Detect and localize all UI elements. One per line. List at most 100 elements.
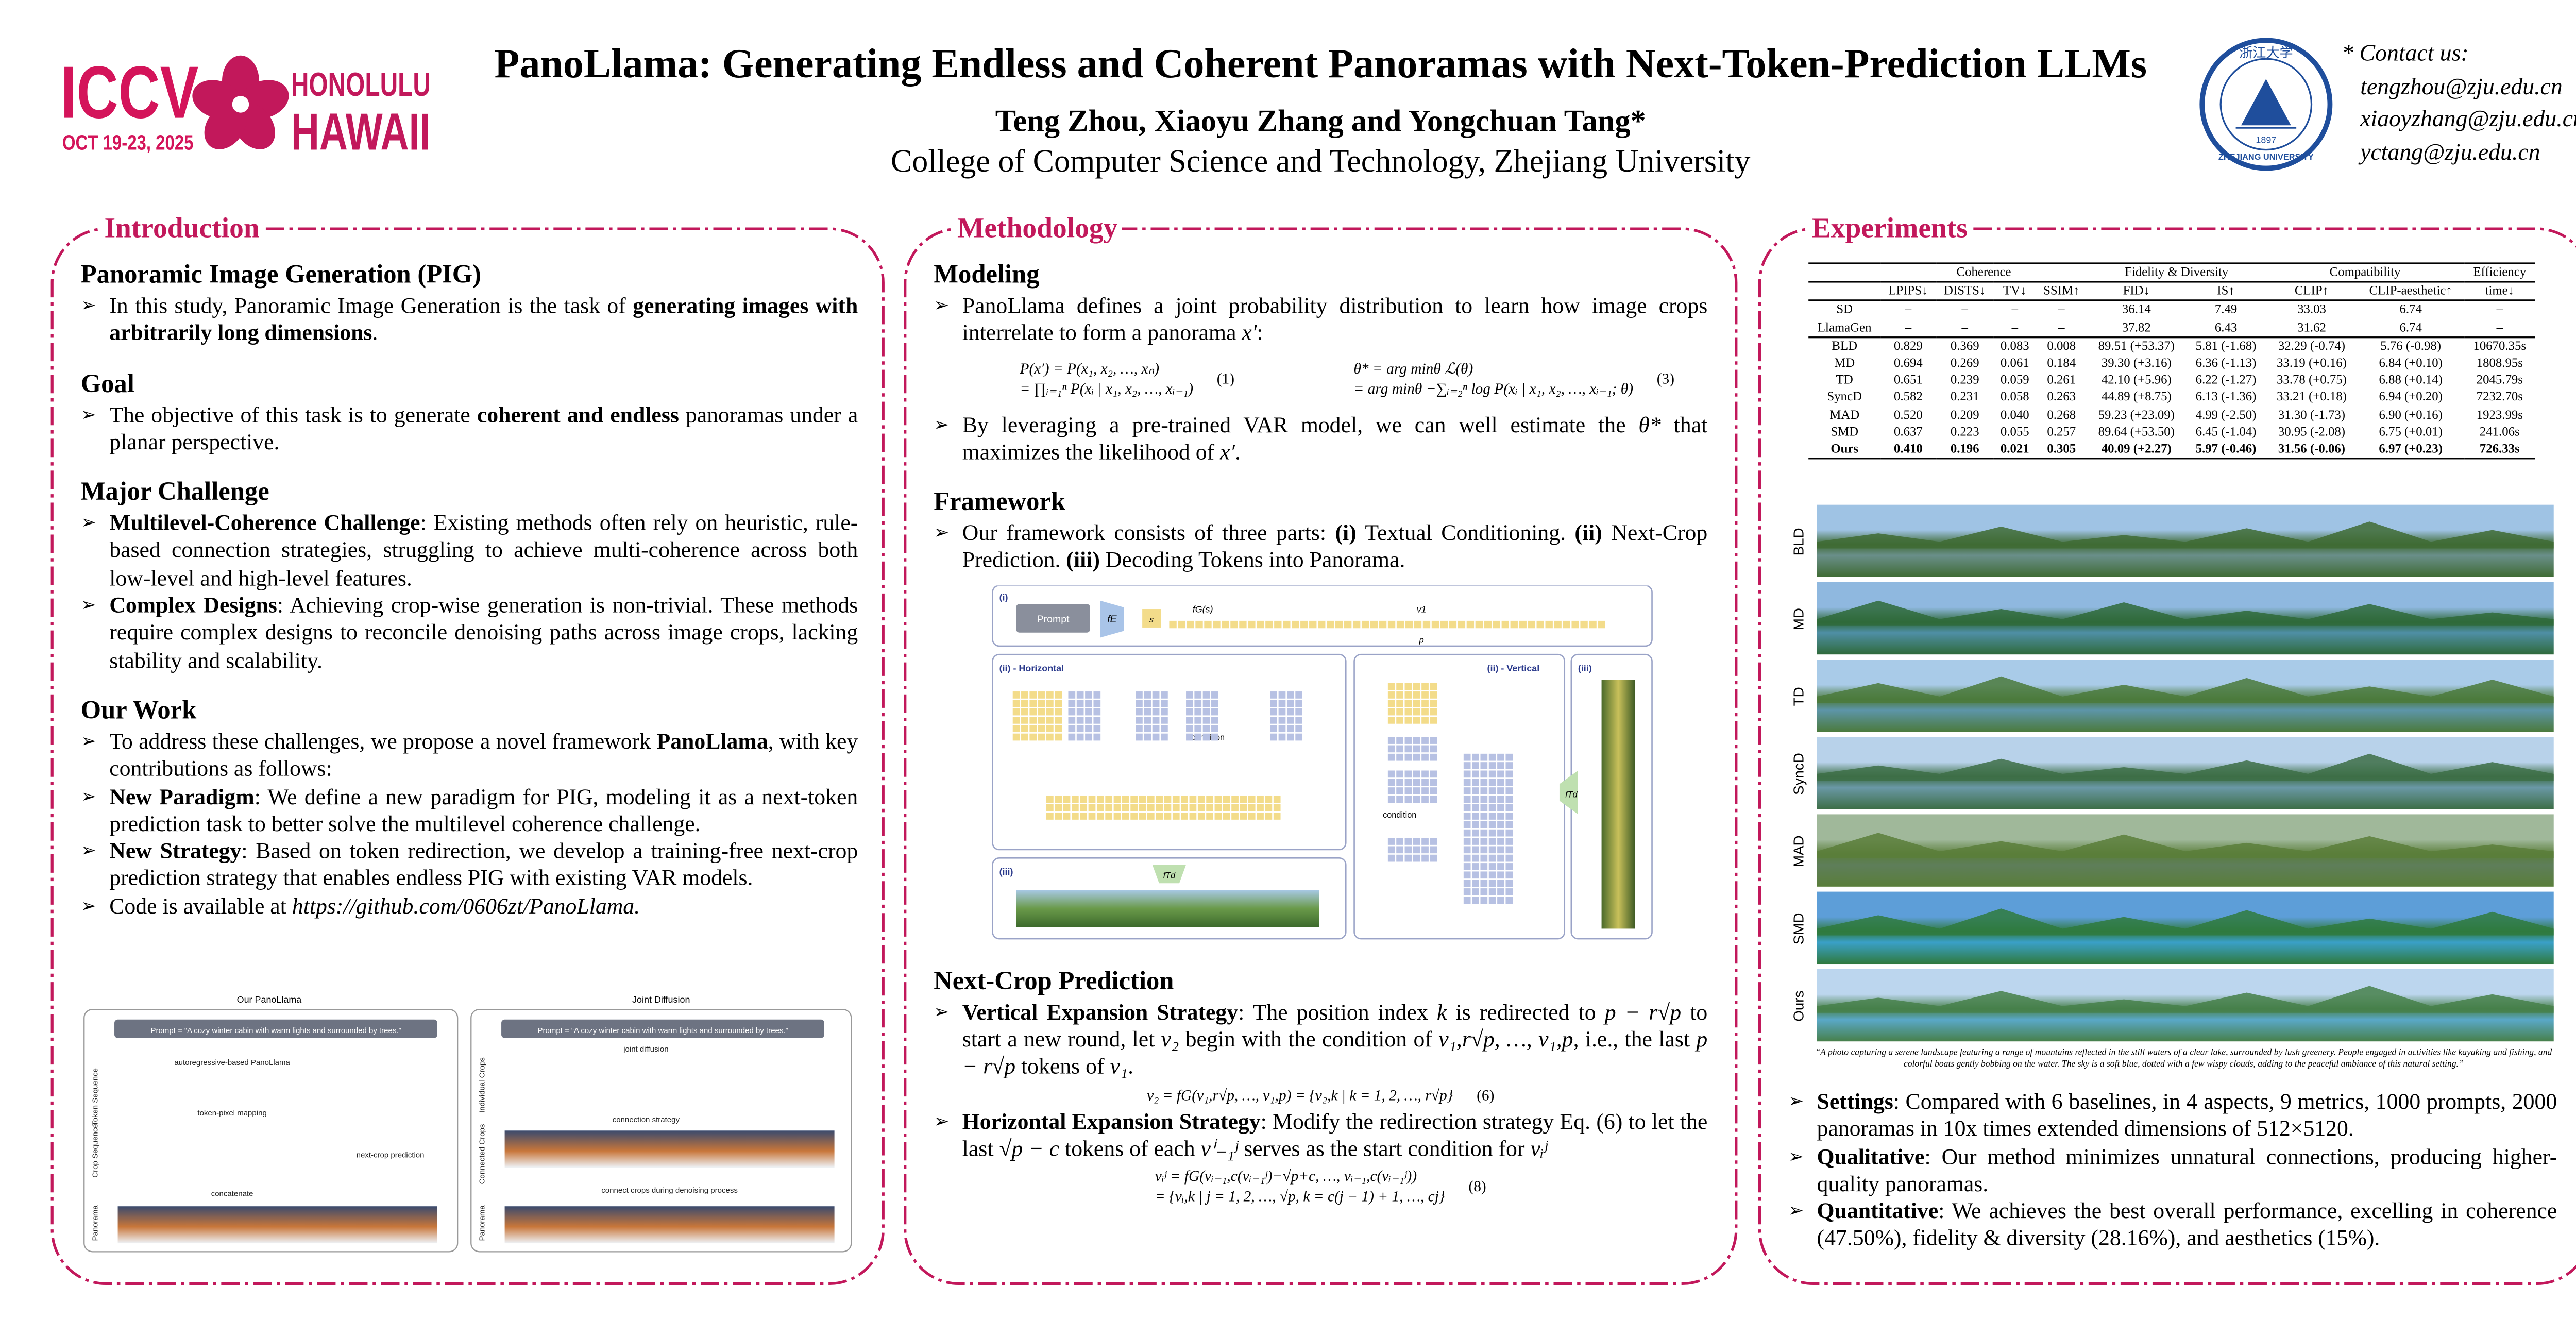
token — [1472, 896, 1479, 904]
token — [1413, 837, 1420, 845]
equation: v₂ = fG(v₁,r√p, …, v₁,p) = {v₂,k | k = 1… — [934, 1085, 1707, 1105]
token — [1361, 620, 1369, 628]
token — [1404, 854, 1412, 861]
token — [1136, 724, 1143, 732]
token — [1379, 620, 1387, 628]
token — [1414, 620, 1422, 628]
table-cell: 0.261 — [2047, 372, 2076, 387]
token — [1286, 699, 1294, 707]
text-run: , i.e., the last — [1573, 1026, 1697, 1052]
subsection: Modeling PanoLlama defines a joint probab… — [934, 261, 1707, 466]
text-run: Our framework consists of three parts: — [962, 520, 1335, 546]
bold-text: Horizontal Expansion Strategy — [962, 1108, 1261, 1134]
table-cell: 0.637 — [1894, 424, 1923, 439]
token — [1488, 753, 1496, 760]
token — [1278, 691, 1286, 699]
token — [1265, 620, 1273, 628]
token — [1480, 829, 1488, 836]
token — [1497, 837, 1504, 845]
token — [1274, 620, 1282, 628]
table-cell: 33.78 (+0.75) — [2277, 372, 2347, 387]
token — [1396, 770, 1403, 777]
table-cell: 7.49 — [2214, 301, 2238, 317]
token — [1012, 707, 1020, 715]
token — [1387, 837, 1395, 845]
token — [1046, 812, 1054, 820]
token — [1197, 812, 1205, 820]
italic-text: vᵢʲ — [1530, 1135, 1548, 1161]
token — [1152, 716, 1160, 724]
token — [1029, 691, 1037, 699]
token — [1012, 691, 1020, 699]
row-label: Token Sequence — [91, 1068, 99, 1126]
token — [1396, 716, 1403, 724]
token — [1344, 620, 1352, 628]
token — [1505, 888, 1513, 895]
token — [1472, 804, 1479, 811]
table-cell: 89.64 (+53.50) — [2098, 424, 2175, 439]
equation-line: v₂ = fG(v₁,r√p, …, v₁,p) = {v₂,k | k = 1… — [1147, 1086, 1453, 1103]
bullet: Horizontal Expansion Strategy: Modify th… — [934, 1108, 1707, 1163]
token — [1105, 812, 1113, 820]
token — [1472, 863, 1479, 870]
zju-name-cn: 浙江大学 — [2239, 45, 2293, 60]
table-cell: 0.083 — [2000, 337, 2029, 353]
bold-text: Vertical Expansion Strategy — [962, 999, 1239, 1024]
token — [1122, 804, 1129, 811]
token — [1480, 812, 1488, 820]
token — [1068, 716, 1076, 724]
token — [1463, 770, 1471, 777]
token — [1505, 880, 1513, 887]
email: yctang@zju.edu.cn — [2360, 140, 2540, 166]
token — [1122, 812, 1129, 820]
token — [1404, 707, 1412, 715]
token — [1197, 804, 1205, 811]
token — [1152, 707, 1160, 715]
subsection: Framework Our framework consists of three… — [934, 488, 1707, 575]
iccv-logo: ICCV OCT 19-23, 2025 HONOLULU HAWAII — [61, 52, 431, 161]
token — [1046, 691, 1054, 699]
token — [1472, 837, 1479, 845]
step: token-pixel mapping — [197, 1109, 266, 1118]
italic-text: x′ — [1220, 438, 1235, 464]
table-cell: 0.410 — [1894, 441, 1923, 456]
token — [1488, 812, 1496, 820]
token — [1257, 804, 1264, 811]
token — [1211, 699, 1218, 707]
token — [1046, 795, 1054, 803]
token — [1211, 716, 1218, 724]
method-label: Ours — [1790, 991, 1806, 1022]
token — [1206, 804, 1213, 811]
conference-date: OCT 19-23, 2025 — [62, 131, 194, 155]
token — [1021, 699, 1028, 707]
token — [1181, 804, 1188, 811]
text-run: . — [372, 320, 378, 346]
token — [1029, 733, 1037, 740]
token — [1144, 691, 1151, 699]
token — [1211, 691, 1218, 699]
token — [1063, 804, 1071, 811]
token — [1413, 691, 1420, 699]
token — [1147, 795, 1155, 803]
panorama — [1817, 814, 2554, 887]
token — [1270, 724, 1278, 732]
text-run: , with key contributions as follows: — [109, 728, 858, 781]
token — [1396, 837, 1403, 845]
decoder: fTd — [1565, 790, 1578, 799]
table-cell: 1808.95s — [2476, 355, 2523, 370]
token — [1202, 724, 1210, 732]
token — [1270, 691, 1278, 699]
token — [1505, 845, 1513, 853]
table-row: MD 0.694 0.269 0.061 0.184 39.30 (+3.16) 6.36 … — [1808, 355, 2535, 372]
token — [1554, 620, 1562, 628]
token — [1021, 707, 1028, 715]
token — [1404, 753, 1412, 760]
token — [1488, 787, 1496, 794]
table-cell: 32.29 (-0.74) — [2278, 337, 2346, 353]
token — [1430, 707, 1437, 715]
token — [1169, 620, 1177, 628]
token — [1480, 779, 1488, 786]
email: xiaoyzhang@zju.edu.cn — [2360, 107, 2576, 133]
token — [1413, 699, 1420, 707]
